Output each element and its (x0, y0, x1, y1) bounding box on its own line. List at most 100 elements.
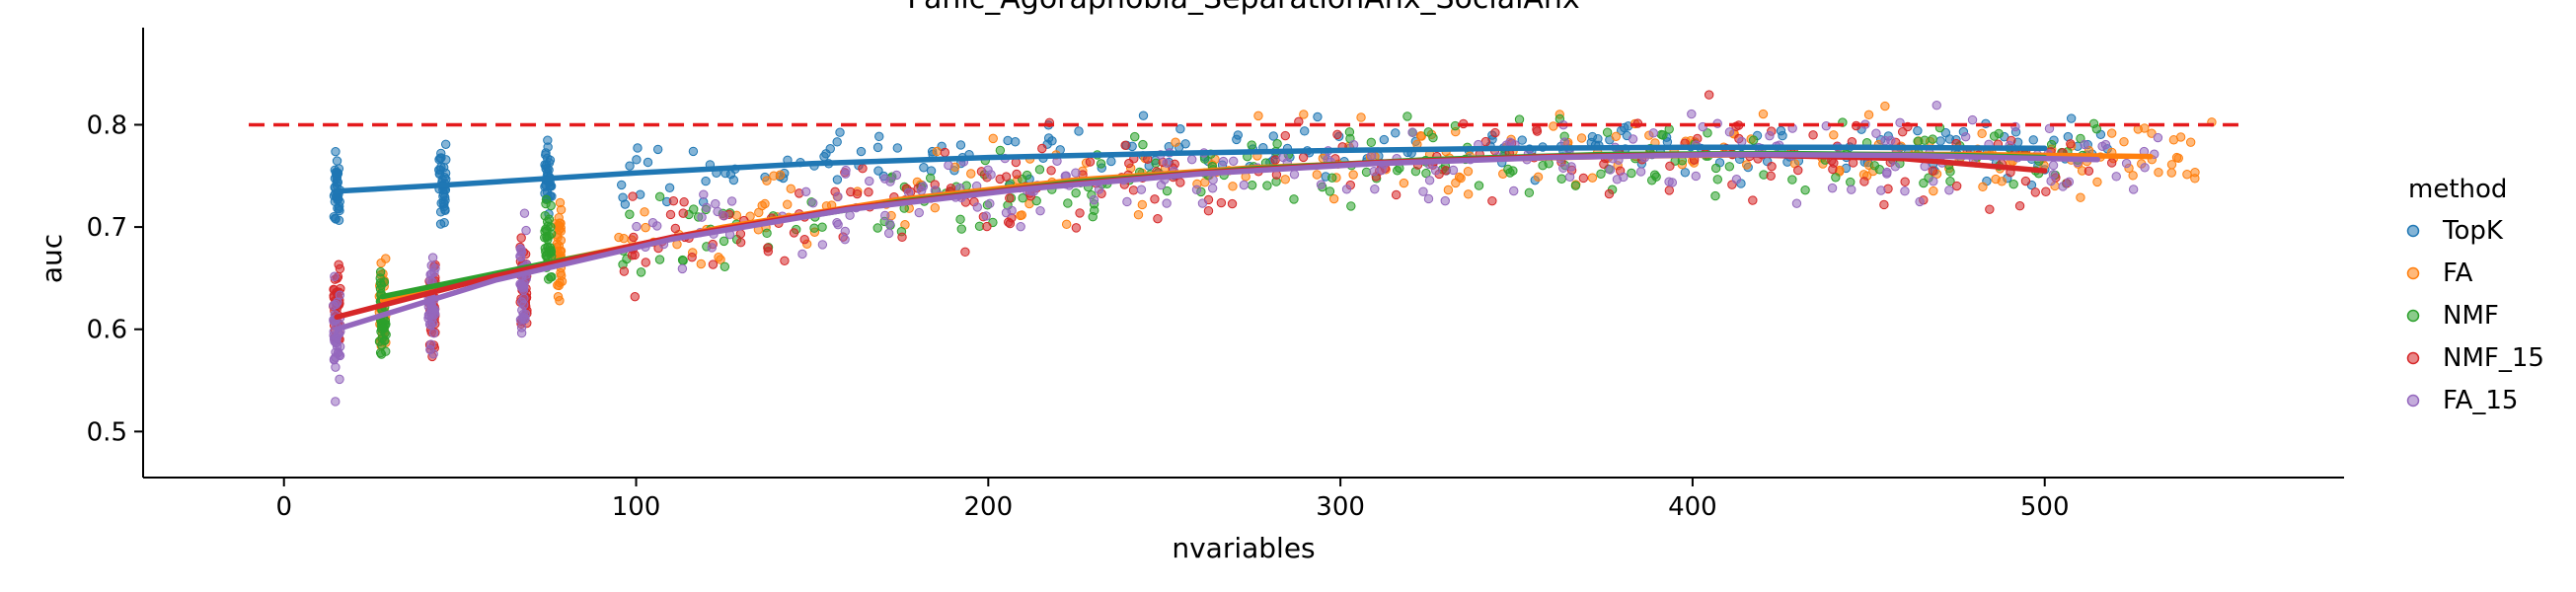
data-point (1061, 219, 1072, 230)
data-point (988, 133, 998, 144)
data-point (1005, 193, 1015, 203)
data-point (1229, 156, 1239, 166)
data-point (439, 201, 449, 212)
data-point (1549, 121, 1558, 131)
data-point (1289, 170, 1300, 180)
data-point (2106, 158, 2117, 168)
data-point (873, 166, 883, 176)
data-point (1587, 173, 1598, 183)
data-point (440, 139, 451, 149)
data-point (985, 198, 995, 209)
data-point (1831, 173, 1841, 183)
legend-marker (2406, 351, 2420, 365)
data-point (1846, 177, 1856, 187)
data-point (930, 203, 941, 213)
series-nmf_15-points (329, 90, 2117, 362)
data-point (670, 223, 681, 234)
data-point (944, 160, 953, 171)
data-point (1929, 177, 1938, 186)
data-point (1162, 185, 1173, 196)
data-point (897, 232, 907, 243)
data-point (643, 157, 653, 168)
data-point (808, 198, 818, 208)
data-point (1533, 172, 1544, 183)
data-point (1900, 177, 1910, 186)
data-point (1863, 110, 1874, 120)
data-point (619, 233, 629, 244)
data-point (1171, 137, 1180, 147)
data-point (2066, 113, 2077, 123)
data-point (625, 209, 635, 219)
data-point (956, 224, 966, 234)
data-point (1680, 168, 1691, 178)
data-point (635, 189, 645, 199)
data-point (1691, 171, 1701, 182)
data-point (1175, 178, 1185, 187)
data-point (872, 223, 882, 233)
y-tick-label: 0.6 (87, 316, 127, 345)
data-point (832, 217, 842, 228)
data-point (429, 305, 440, 315)
data-point (332, 167, 342, 178)
data-point (1327, 173, 1337, 183)
data-point (1085, 157, 1096, 167)
legend-item-nmf_15: NMF_15 (2406, 343, 2544, 373)
data-point (1951, 181, 1962, 191)
data-point (654, 191, 665, 202)
data-point (1247, 140, 1256, 150)
data-point (377, 340, 387, 350)
data-point (335, 205, 344, 216)
data-point (856, 146, 867, 157)
data-point (1415, 131, 1426, 141)
data-point (1960, 131, 1971, 142)
data-point (1766, 171, 1776, 181)
data-point (2106, 128, 2117, 138)
data-point (981, 211, 991, 221)
data-point (1897, 126, 1908, 137)
data-point (1604, 188, 1615, 199)
data-point (620, 199, 631, 209)
data-point (629, 232, 639, 243)
data-point (1989, 131, 2000, 141)
data-point (434, 165, 444, 175)
data-point (1268, 131, 1278, 141)
legend-marker (2406, 394, 2420, 407)
data-point (541, 164, 551, 174)
data-point (874, 131, 884, 142)
data-point (1463, 189, 1474, 199)
data-point (668, 195, 679, 206)
data-point (1298, 152, 1309, 163)
data-point (540, 211, 550, 221)
data-point (331, 337, 341, 348)
data-point (1985, 204, 1995, 214)
data-point (1737, 136, 1747, 147)
data-point (1514, 114, 1525, 124)
data-point (555, 296, 565, 306)
data-point (1046, 166, 1056, 176)
data-point (1524, 187, 1535, 198)
data-point (652, 221, 662, 231)
data-point (1776, 125, 1786, 136)
data-point (1882, 169, 1892, 179)
data-point (714, 252, 723, 262)
data-point (541, 198, 551, 209)
data-point (652, 144, 663, 155)
data-point (1538, 161, 1548, 171)
data-point (1505, 137, 1515, 147)
data-point (1094, 185, 1104, 194)
data-point (1402, 111, 1412, 121)
legend-item-fa: FA (2406, 259, 2473, 288)
data-point (543, 234, 553, 245)
data-point (2140, 163, 2150, 173)
data-point (1578, 173, 1589, 184)
data-point (1570, 181, 1581, 190)
data-point (1136, 185, 1147, 194)
data-point (520, 309, 531, 320)
data-point (966, 169, 976, 179)
data-point (1890, 162, 1901, 172)
data-point (1566, 162, 1576, 172)
data-point (1443, 185, 1454, 195)
data-point (1665, 161, 1675, 172)
data-point (1827, 183, 1838, 193)
data-point (664, 183, 675, 193)
